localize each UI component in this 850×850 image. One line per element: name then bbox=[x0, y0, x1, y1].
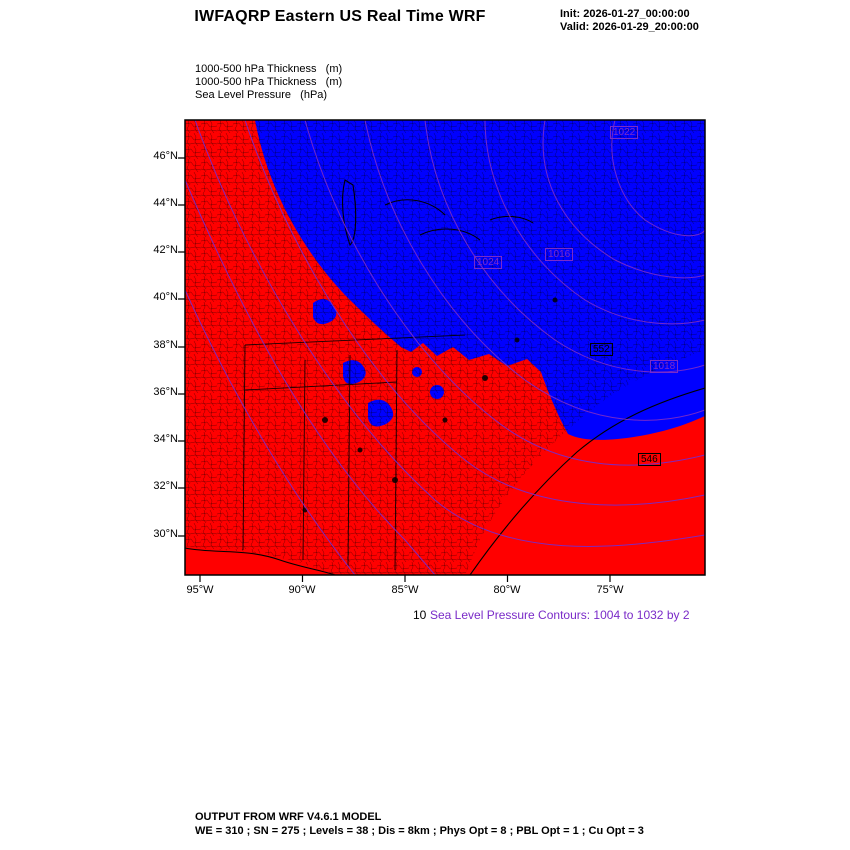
valid-time: Valid: 2026-01-29_20:00:00 bbox=[560, 21, 699, 33]
legend-thickness-1: 1000-500 hPa Thickness (m) bbox=[195, 63, 343, 75]
run-times: Init: 2026-01-27_00:00:00 Valid: 2026-01… bbox=[560, 8, 699, 34]
footer-model-line: OUTPUT FROM WRF V4.6.1 MODEL bbox=[195, 811, 382, 823]
model-footer: OUTPUT FROM WRF V4.6.1 MODEL WE = 310 ; … bbox=[195, 810, 644, 838]
map-frame bbox=[178, 119, 706, 582]
urban-area-dots bbox=[302, 297, 558, 513]
contour-label-552: 552 bbox=[590, 343, 613, 356]
xtick-75w: 75°W bbox=[596, 584, 624, 596]
xtick-80w: 80°W bbox=[493, 584, 521, 596]
xtick-90w: 90°W bbox=[288, 584, 316, 596]
caption-prefix: 10 bbox=[413, 608, 427, 622]
page-title: IWFAQRP Eastern US Real Time WRF bbox=[194, 8, 486, 25]
wrf-map-graphic bbox=[178, 119, 706, 582]
xtick-85w: 85°W bbox=[391, 584, 419, 596]
init-time: Init: 2026-01-27_00:00:00 bbox=[560, 8, 690, 20]
contour-label-1024: 1024 bbox=[474, 256, 503, 269]
contour-label-1018: 1018 bbox=[650, 360, 679, 373]
county-lines-texture bbox=[185, 120, 705, 575]
contour-label-1022: 1022 bbox=[610, 126, 639, 139]
xtick-95w: 95°W bbox=[186, 584, 214, 596]
footer-config-line: WE = 310 ; SN = 275 ; Levels = 38 ; Dis … bbox=[195, 825, 644, 837]
ytick-40n: 40°N bbox=[153, 291, 178, 303]
ytick-38n: 38°N bbox=[153, 339, 178, 351]
slp-contours bbox=[185, 120, 705, 575]
ytick-42n: 42°N bbox=[153, 244, 178, 256]
field-legend: 1000-500 hPa Thickness (m) 1000-500 hPa … bbox=[195, 63, 342, 102]
ytick-32n: 32°N bbox=[153, 480, 178, 492]
geography-outlines bbox=[185, 179, 705, 575]
legend-slp: Sea Level Pressure (hPa) bbox=[195, 89, 328, 101]
contour-label-1016: 1016 bbox=[545, 248, 574, 261]
ytick-30n: 30°N bbox=[153, 528, 178, 540]
slp-contour-caption: Sea Level Pressure Contours: 1004 to 103… bbox=[430, 608, 690, 622]
ytick-46n: 46°N bbox=[153, 150, 178, 162]
ytick-44n: 44°N bbox=[153, 197, 178, 209]
ytick-34n: 34°N bbox=[153, 433, 178, 445]
ytick-36n: 36°N bbox=[153, 386, 178, 398]
legend-thickness-2: 1000-500 hPa Thickness (m) bbox=[195, 76, 343, 88]
contour-label-546: 546 bbox=[638, 453, 661, 466]
